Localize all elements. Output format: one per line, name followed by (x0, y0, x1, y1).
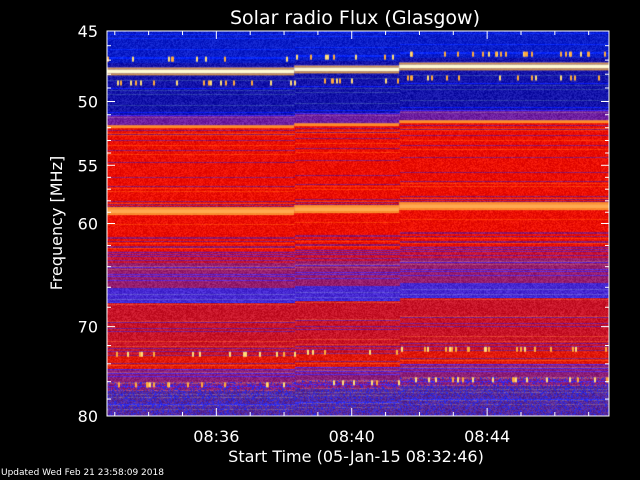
y-tick-label: 80 (78, 407, 98, 426)
y-axis-label: Frequency [MHz] (47, 156, 66, 290)
y-tick-label: 45 (78, 22, 98, 41)
x-tick-label: 08:36 (193, 427, 239, 446)
x-tick-label: 08:40 (329, 427, 375, 446)
x-axis: 08:36 08:40 08:44 (114, 31, 590, 446)
x-tick-label: 08:44 (464, 427, 510, 446)
x-axis-label: Start Time (05-Jan-15 08:32:46) (228, 447, 484, 466)
spectrogram-image (107, 31, 609, 416)
chart-title: Solar radio Flux (Glasgow) (230, 7, 480, 29)
y-tick-label: 60 (78, 215, 98, 234)
y-tick-label: 50 (78, 93, 98, 112)
heatmap-area (107, 31, 609, 416)
y-tick-label: 70 (78, 318, 98, 337)
y-tick-label: 55 (78, 156, 98, 175)
updated-timestamp: Updated Wed Feb 21 23:58:09 2018 (1, 468, 164, 478)
y-axis: 45 50 55 60 70 80 (78, 22, 609, 426)
